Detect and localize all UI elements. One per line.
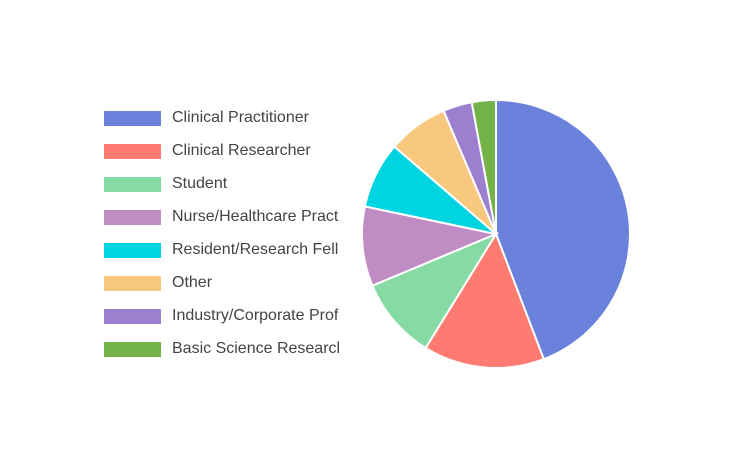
legend-label: Industry/Corporate Prof <box>172 307 339 324</box>
legend-label: Student <box>172 175 228 192</box>
legend-swatch <box>104 177 161 192</box>
legend-swatch <box>104 243 161 258</box>
legend-label: Clinical Researcher <box>172 142 311 159</box>
legend-swatch <box>104 342 161 357</box>
legend-swatch <box>104 276 161 291</box>
legend-label: Nurse/Healthcare Pract <box>172 208 339 225</box>
legend-label: Other <box>172 274 213 291</box>
legend-swatch <box>104 309 161 324</box>
legend: Clinical Practitioner Clinical Researcher… <box>104 109 340 357</box>
pie-slice <box>424 231 546 369</box>
pie <box>361 98 631 369</box>
legend-label: Basic Science Researcl <box>172 340 340 357</box>
pie-slice <box>371 231 499 350</box>
legend-label: Resident/Research Fell <box>172 241 338 258</box>
legend-swatch <box>104 144 161 159</box>
pie-slice <box>495 98 631 361</box>
legend-swatch <box>104 210 161 225</box>
pie-slice <box>470 98 497 235</box>
legend-label: Clinical Practitioner <box>172 109 310 126</box>
pie-slice <box>361 205 500 287</box>
legend-swatch <box>104 111 161 126</box>
